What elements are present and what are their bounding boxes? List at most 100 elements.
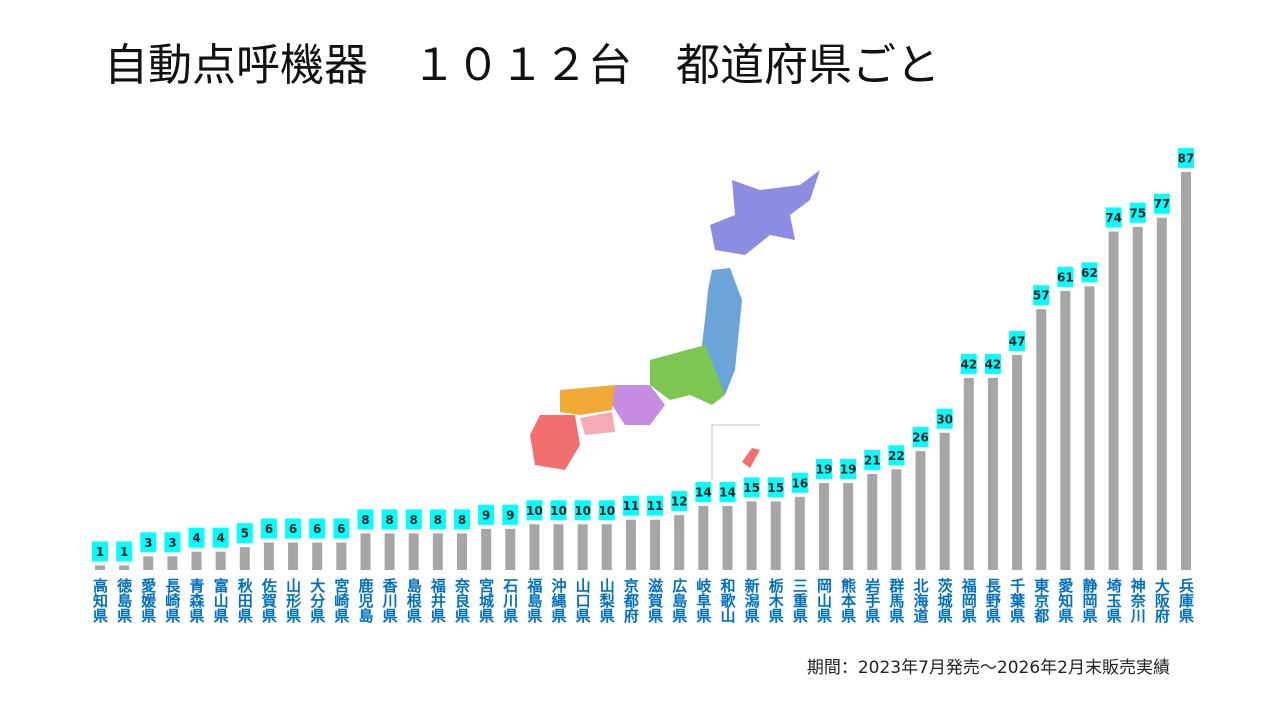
x-tick-label: 長崎県 <box>163 578 181 624</box>
x-tick-label: 東京都 <box>1032 577 1050 624</box>
bar <box>1108 231 1119 570</box>
value-label: 3 <box>168 536 176 550</box>
value-label: 8 <box>385 513 393 527</box>
x-tick-label: 岐阜県 <box>694 577 712 624</box>
value-label-bg <box>864 449 881 470</box>
bar <box>1060 290 1071 570</box>
value-label: 62 <box>1081 266 1098 280</box>
value-label: 19 <box>840 463 857 477</box>
x-tick-label: 福岡県 <box>960 577 978 624</box>
map-chubu <box>650 345 725 405</box>
value-label: 30 <box>936 412 953 426</box>
x-tick-label: 千葉県 <box>1008 578 1026 624</box>
chart-title: 自動点呼機器 １０１２台 都道府県ごと <box>104 40 940 91</box>
value-label-bg <box>960 353 977 374</box>
value-label-bg <box>140 532 157 553</box>
period-note: 期間：2023年7月発売～2026年2月末販売実績 <box>807 658 1170 678</box>
x-tick-label: 香川県 <box>381 577 399 624</box>
x-tick-label: 三重県 <box>791 578 809 624</box>
value-label-bg <box>816 459 832 480</box>
x-tick-label: 熊本県 <box>839 577 857 624</box>
x-tick-label: 茨城県 <box>936 578 954 624</box>
map-kinki <box>612 385 665 425</box>
bar <box>1181 171 1191 570</box>
bar <box>336 542 347 570</box>
value-label-bg <box>429 509 446 530</box>
map-okinawa <box>742 448 760 468</box>
bar <box>987 377 998 570</box>
x-tick-label: 静岡県 <box>1080 577 1098 624</box>
value-label-bg <box>454 509 470 530</box>
value-label: 77 <box>1154 197 1171 211</box>
bar <box>288 542 299 570</box>
value-label-bg <box>767 477 784 498</box>
x-tick-label: 宮崎県 <box>332 577 350 624</box>
x-tick-label: 長野県 <box>984 578 1002 624</box>
bar <box>770 501 781 570</box>
value-label: 19 <box>816 463 833 477</box>
x-tick-label: 秋田県 <box>236 577 254 624</box>
value-label-bg <box>164 532 181 553</box>
x-tick-label: 高知県 <box>91 577 109 624</box>
value-label: 75 <box>1129 206 1146 220</box>
value-label: 10 <box>598 504 615 518</box>
value-label-bg <box>671 491 688 512</box>
value-label-bg <box>1178 147 1194 168</box>
value-label: 21 <box>864 453 881 467</box>
value-label-bg <box>695 481 712 502</box>
value-label: 16 <box>792 476 809 490</box>
value-label: 8 <box>361 513 369 527</box>
map-hokkaido <box>710 170 820 255</box>
x-tick-label: 群馬県 <box>887 577 905 624</box>
value-label: 8 <box>458 513 466 527</box>
x-tick-label: 北海道 <box>912 578 930 623</box>
value-label: 3 <box>144 536 152 550</box>
value-label: 57 <box>1033 289 1050 303</box>
value-label: 12 <box>671 495 688 509</box>
x-tick-label: 富山県 <box>212 577 230 624</box>
value-label: 61 <box>1057 270 1074 284</box>
bar <box>601 524 612 570</box>
x-tick-label: 奈良県 <box>453 577 471 624</box>
value-label: 10 <box>574 504 591 518</box>
x-tick-label: 栃木県 <box>767 577 785 624</box>
value-label: 87 <box>1178 151 1195 165</box>
value-label: 9 <box>506 508 514 522</box>
value-label-bg <box>478 504 495 525</box>
bar <box>384 533 395 570</box>
bar <box>577 524 588 570</box>
x-tick-label: 山口県 <box>574 578 592 624</box>
x-tick-label: 岩手県 <box>863 577 881 624</box>
x-tick-label: 鹿児島 <box>356 577 374 624</box>
value-label-bg <box>719 481 736 502</box>
bar <box>95 565 105 570</box>
x-tick-label: 広島県 <box>670 577 688 624</box>
bar <box>698 505 709 570</box>
value-label-bg <box>309 518 326 539</box>
value-label-bg <box>912 427 929 448</box>
bar <box>191 551 202 570</box>
value-label: 74 <box>1105 211 1122 225</box>
x-tick-label: 佐賀県 <box>260 577 278 624</box>
value-label-bg <box>92 541 108 562</box>
value-label-bg <box>381 509 398 530</box>
map-chugoku <box>560 385 615 415</box>
x-tick-label: 滋賀県 <box>646 577 664 624</box>
value-label-bg <box>936 408 953 429</box>
value-label: 14 <box>719 485 736 499</box>
value-label: 15 <box>743 481 760 495</box>
x-tick-label: 神奈川 <box>1129 577 1147 623</box>
bar <box>167 556 178 570</box>
bar <box>553 524 564 570</box>
value-label: 22 <box>888 449 905 463</box>
value-label-bg <box>791 472 808 493</box>
bar <box>843 483 854 570</box>
map-shikoku <box>580 412 615 435</box>
map-kyushu <box>530 415 580 470</box>
value-label: 1 <box>96 545 104 559</box>
value-label-bg <box>550 500 567 521</box>
bar <box>819 483 829 570</box>
bar <box>239 547 250 570</box>
value-label: 1 <box>120 545 128 559</box>
